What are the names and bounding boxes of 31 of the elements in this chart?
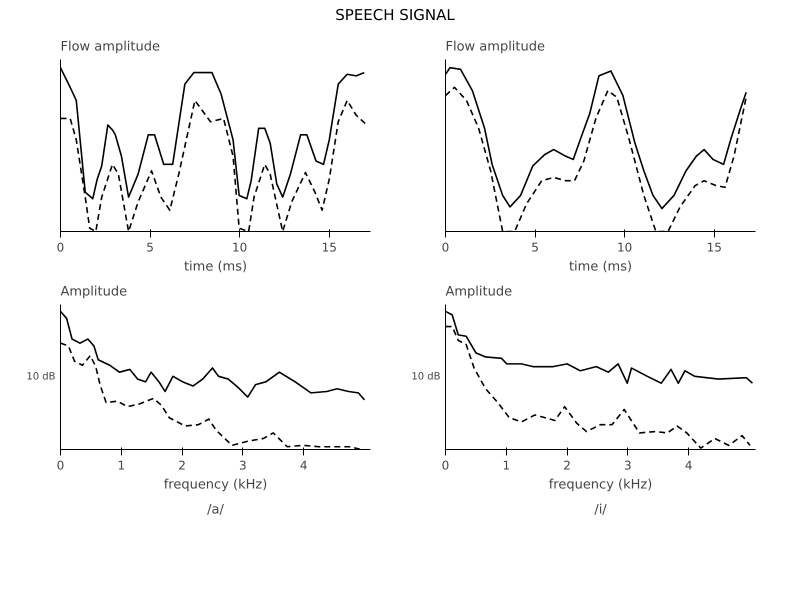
x-tick-label: 1	[502, 458, 510, 472]
x-tick-label: 4	[300, 458, 308, 472]
text: 10 dB	[411, 372, 441, 382]
y-axis-title: Flow amplitude	[60, 40, 160, 54]
chart-title: SPEECH SIGNAL	[335, 5, 455, 26]
y-axis-title: Flow amplitude	[446, 40, 545, 54]
x-axis-title: frequency (kHz)	[164, 478, 268, 492]
text: /i/	[594, 502, 608, 518]
x-tick-label: 5	[531, 240, 539, 254]
x-tick-label: 3	[624, 458, 632, 472]
x-tick-label: 3	[239, 458, 247, 472]
y-axis-title: Amplitude	[60, 284, 128, 300]
x-tick-label: 15	[322, 240, 337, 254]
x-tick-label: 2	[563, 458, 571, 472]
text: 10 dB	[26, 372, 56, 382]
x-tick-label: 0	[56, 458, 64, 472]
x-axis-title: frequency (kHz)	[548, 478, 652, 492]
x-tick-label: 0	[442, 458, 450, 472]
x-tick-label: 10	[232, 240, 248, 254]
x-axis-title: time (ms)	[184, 260, 248, 274]
x-tick-label: 1	[117, 458, 126, 472]
x-tick-label: 2	[178, 458, 186, 472]
y-axis-title: Amplitude	[446, 284, 512, 300]
x-tick-label: 4	[684, 458, 692, 472]
x-tick-label: 0	[56, 240, 64, 254]
x-tick-label: 0	[442, 240, 450, 254]
x-tick-label: 15	[706, 240, 722, 254]
x-axis-title: time (ms)	[568, 260, 632, 274]
x-tick-label: 5	[146, 240, 154, 254]
x-tick-label: 10	[617, 240, 632, 254]
text: /a/	[207, 502, 224, 518]
